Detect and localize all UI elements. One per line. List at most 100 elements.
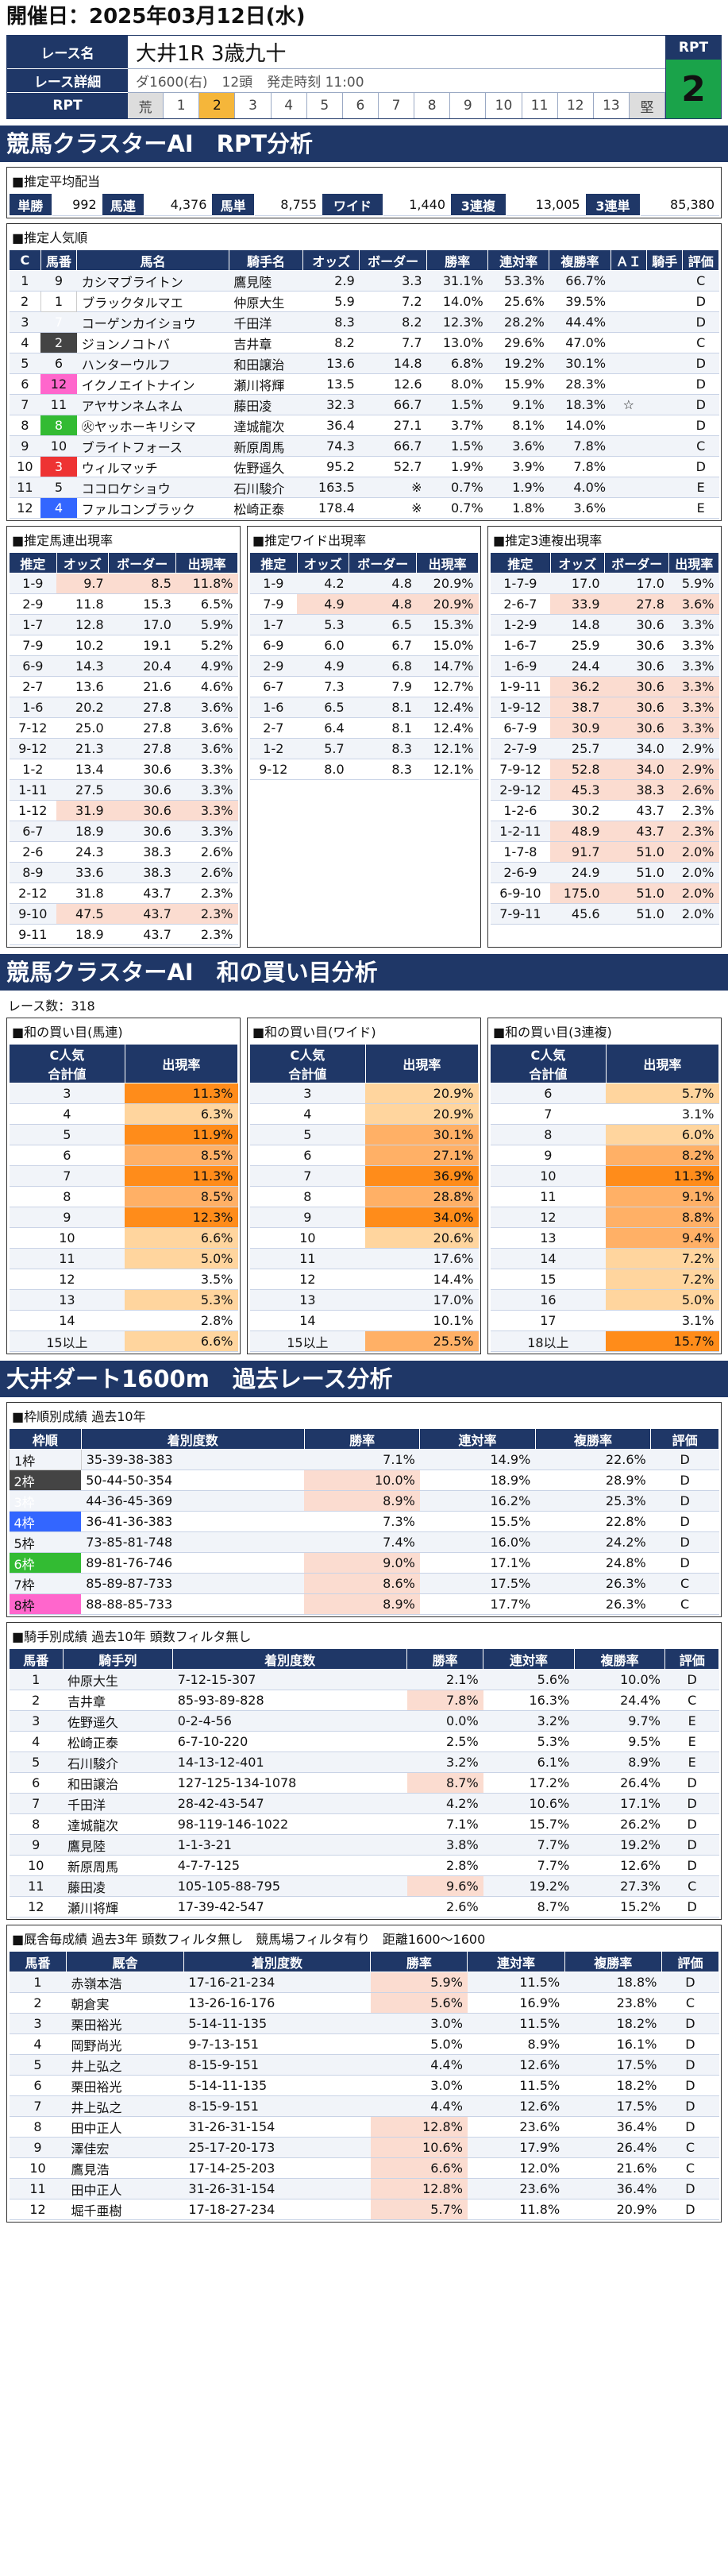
pop-cell: 1.9% <box>426 456 488 477</box>
rpt-scale-item: 8 <box>414 93 451 118</box>
umaren-cell: 6-7 <box>9 821 57 842</box>
section-sum-analysis: 競馬クラスターAI 和の買い目分析 <box>0 954 728 991</box>
trio-row: 2-6-7 33.9 27.8 3.6% <box>490 593 719 615</box>
wide-cell: 4.9 <box>297 593 349 615</box>
sum_trio-cell: 18以上 <box>490 1330 607 1352</box>
pop-header: ＡＩ <box>610 249 648 271</box>
trainer-cell: 36.4% <box>564 2116 662 2138</box>
section-past-races: 大井ダート1600m 過去レース分析 <box>0 1361 728 1397</box>
race-name: 大井1R 3歳九十 <box>128 36 665 69</box>
pop-cell <box>611 373 647 395</box>
popularity-box: ■推定人気順 C 馬番 馬名 騎手名 オッズ ボーダー 勝率 連対率 複勝率 ＡＩ 騎手 評価 1 9 カシ… <box>6 223 722 521</box>
trainer-cell: 31-26-31-154 <box>183 2178 371 2199</box>
avg-payout-value: 1,440 <box>383 193 451 216</box>
umaren-cell: 11.8% <box>175 573 238 594</box>
sum_umaren-row: 13 5.3% <box>9 1289 238 1311</box>
jockey-cell: 1 <box>9 1669 64 1690</box>
trainer-cell: 12.8% <box>370 2178 468 2199</box>
jockey-cell: E <box>664 1731 719 1752</box>
sum_trio-cell: 5.0% <box>606 1289 719 1311</box>
frame-header: 複勝率 <box>534 1428 652 1450</box>
umaren-cell: 9-12 <box>9 738 57 759</box>
pop-header: 評価 <box>682 249 719 271</box>
pop-cell <box>646 497 683 519</box>
pop-cell: E <box>682 477 719 498</box>
section-rpt-analysis: 競馬クラスターAI RPT分析 <box>0 126 728 162</box>
trainer-cell: 4 <box>9 2033 67 2055</box>
wide-row: 2-7 6.4 8.1 12.4% <box>249 717 479 739</box>
umaren-cell: 6-9 <box>9 655 57 677</box>
rpt-scale-item: 10 <box>486 93 522 118</box>
sum_trio-cell: 6 <box>490 1083 607 1104</box>
trainer-cell: 16.9% <box>467 1992 565 2014</box>
pop-cell <box>611 270 647 292</box>
wide-header: オッズ <box>296 552 350 574</box>
trio-table: 推定 オッズ ボーダー 出現率 1-7-9 17.0 17.0 5.9% 2-6-7 33.9 27… <box>490 552 719 925</box>
umaren-cell: 14.3 <box>56 655 109 677</box>
sum_wide-cell: 36.9% <box>365 1165 479 1187</box>
pop-cell: 15.9% <box>487 373 549 395</box>
pop-cell: 石川駿介 <box>229 477 303 498</box>
trio-row: 2-9-12 45.3 38.3 2.6% <box>490 779 719 801</box>
wide-cell: 2-7 <box>249 717 298 739</box>
umaren-cell: 21.3 <box>56 738 109 759</box>
jockey-cell: 4 <box>9 1731 64 1752</box>
wide-cell: 20.9% <box>416 573 479 594</box>
sum_wide-row: 14 10.1% <box>249 1310 479 1331</box>
sum-umaren-box: ■和の買い目(馬連) C人気 合計値 出現率 3 11.3% 4 6.3% 5 11.9% 6 8… <box>6 1018 241 1354</box>
umaren-cell: 1-9 <box>9 573 57 594</box>
jockey-cell: D <box>664 1896 719 1918</box>
umaren-cell: 33.6 <box>56 862 109 883</box>
pop-cell: ブライトフォース <box>76 435 229 457</box>
sum_trio-cell: 16 <box>490 1289 607 1311</box>
trainer-title: ■厩舎毎成績 過去3年 頭数フィルタ無し 競馬場フィルタ有り 距離1600～16… <box>12 1932 486 1947</box>
sum_wide-cell: 11 <box>249 1248 366 1269</box>
wide-cell: 6.8 <box>349 655 417 677</box>
trainer-cell: 11.5% <box>467 2075 565 2096</box>
jockey-header: 連対率 <box>483 1648 575 1670</box>
pop-cell: 2 <box>9 291 41 312</box>
trio-cell: 3.3% <box>668 676 719 697</box>
umaren-cell: 30.6 <box>108 800 176 821</box>
umaren-cell: 47.5 <box>56 903 109 925</box>
trainer-cell: 3 <box>9 2013 67 2034</box>
jockey-cell: 4-7-7-125 <box>172 1855 407 1876</box>
umaren-cell: 19.1 <box>108 635 176 656</box>
pop-header: 勝率 <box>426 249 489 271</box>
pop-cell: 6 <box>9 373 41 395</box>
sum_trio-cell: 8.8% <box>606 1207 719 1228</box>
avg-payout-label: 3連複 <box>450 193 507 216</box>
sum_trio-cell: 8 <box>490 1124 607 1145</box>
sum_wide-row: 11 17.6% <box>249 1248 479 1269</box>
jockey-cell: 10.0% <box>574 1669 665 1690</box>
trainer-cell: 13-26-16-176 <box>183 1992 371 2014</box>
trainer-cell: 9-7-13-151 <box>183 2033 371 2055</box>
pop-cell: 藤田凌 <box>229 394 303 415</box>
umaren-cell: 5.9% <box>175 614 238 635</box>
sum_umaren-cell: 8.5% <box>125 1186 238 1207</box>
rpt-scale-item: 5 <box>307 93 343 118</box>
trio-row: 1-6-9 24.4 30.6 3.3% <box>490 655 719 677</box>
trio-row: 7-9-11 45.6 51.0 2.0% <box>490 903 719 925</box>
trainer-row: 5 井上弘之 8-15-9-151 4.4% 12.6% 17.5% D <box>9 2054 719 2076</box>
avg-payout-box: ■推定平均配当 単勝 992 馬連 4,376 馬単 8,755 ワイド 1,440 3連複 13… <box>6 167 722 218</box>
umaren-cell: 3.6% <box>175 738 238 759</box>
jockey-cell: 新原周馬 <box>63 1855 173 1876</box>
pop-cell <box>611 291 647 312</box>
sum_trio-cell: 5.7% <box>606 1083 719 1104</box>
trio-cell: 1-7-8 <box>490 841 551 863</box>
trio-cell: 5.9% <box>668 573 719 594</box>
pop-cell: 5 <box>9 353 41 374</box>
sum_wide-cell: 20.6% <box>365 1227 479 1249</box>
sum_trio-cell: 3.1% <box>606 1310 719 1331</box>
jockey-cell: D <box>664 1834 719 1856</box>
rpt-scale-item: 12 <box>558 93 594 118</box>
trio-cell: 1-2-11 <box>490 821 551 842</box>
trio-cell: 1-7-9 <box>490 573 551 594</box>
pop-cell: 3 <box>9 311 41 333</box>
rpt-scale-item: 4 <box>272 93 307 118</box>
trio-cell: 38.7 <box>550 697 605 718</box>
umaren-cell: 43.7 <box>108 924 176 945</box>
trio-cell: 51.0 <box>604 903 669 925</box>
pop-cell: 3.6% <box>487 435 549 457</box>
